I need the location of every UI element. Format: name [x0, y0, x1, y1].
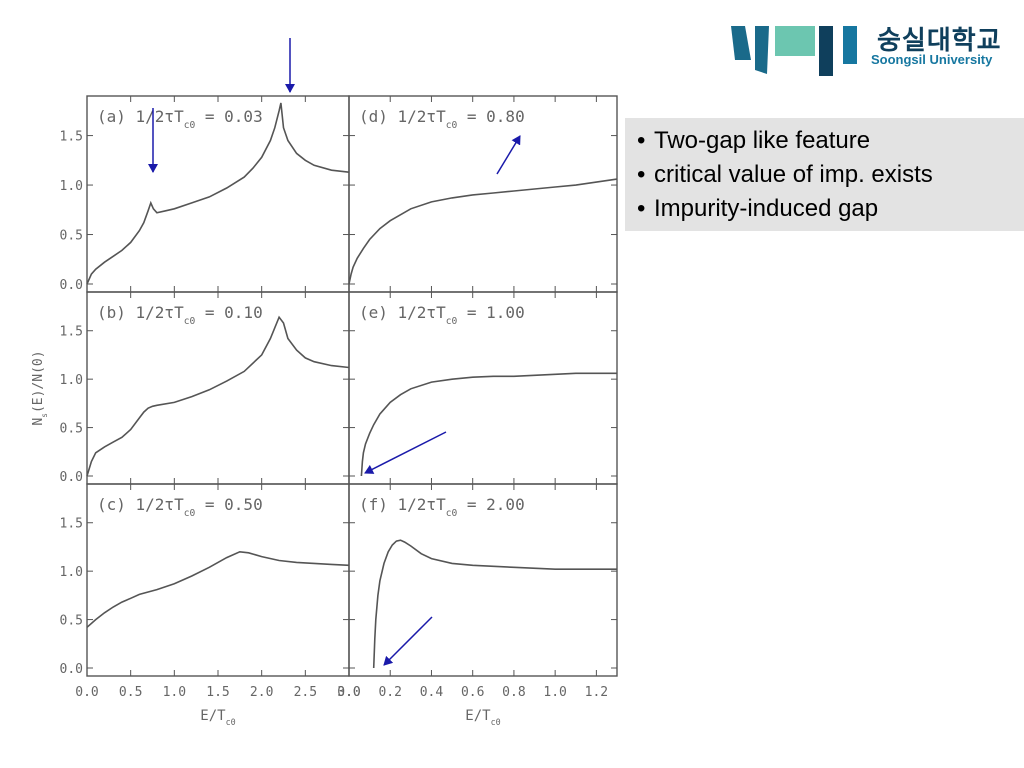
dos-curve-f: [372, 539, 617, 669]
dos-curve-a: [86, 102, 350, 285]
x-tick-label: 0.2: [378, 685, 401, 700]
x-tick-label: 0.8: [502, 685, 525, 700]
annotation-arrow-4: [364, 431, 447, 474]
dos-curve-d: [348, 178, 618, 285]
panel-b: 0.0 0.5 1.0 1.5 (b) 1/2τTc0 = 0.10: [60, 291, 350, 485]
x-tick-label: 3.0: [337, 685, 360, 700]
logo-mark-right: [819, 26, 833, 76]
y-tick-label: 0.5: [60, 229, 83, 244]
annotation-arrow-3: [496, 135, 521, 175]
panel-label-c: (c) 1/2τTc0 = 0.50: [97, 495, 263, 519]
logo-emblem: [731, 26, 857, 76]
dos-curve-b: [86, 315, 350, 477]
y-tick-label: 0.0: [60, 278, 83, 293]
y-tick-label: 0.5: [60, 422, 83, 437]
logo-mark-bar: [843, 26, 857, 64]
dos-curve-e: [360, 372, 617, 477]
x-tick-label: 0.5: [119, 685, 142, 700]
panel-label-b: (b) 1/2τTc0 = 0.10: [97, 303, 263, 327]
panel-label-d: (d) 1/2τTc0 = 0.80: [359, 107, 525, 131]
y-axis-label: Ns(E)/N(0): [31, 350, 49, 425]
bullet-item: • Two-gap like feature: [637, 127, 871, 154]
logo-name-english: Soongsil University: [871, 52, 993, 67]
x-tick-label: 0.4: [420, 685, 444, 700]
panel-e: (e) 1/2τTc0 = 1.00: [348, 291, 618, 485]
panel-label-a: (a) 1/2τTc0 = 0.03: [97, 107, 263, 131]
bullet-item: • Impurity-induced gap: [637, 195, 879, 222]
x-tick-label: 1.2: [585, 685, 608, 700]
bullet-item: • critical value of imp. exists: [637, 161, 933, 188]
y-tick-label: 1.5: [60, 517, 83, 532]
y-tick-label: 1.5: [60, 130, 83, 145]
bullet-text: Impurity-induced gap: [654, 195, 879, 222]
y-tick-label: 1.5: [60, 325, 83, 340]
logo-name-korean: 숭실대학교: [877, 26, 1002, 56]
summary-box: • Two-gap like feature • critical value of…: [625, 118, 1024, 231]
y-tick-label: 1.0: [60, 373, 83, 388]
y-tick-label: 0.0: [60, 470, 83, 485]
x-tick-label: 1.0: [163, 685, 186, 700]
bullet-text: Two-gap like feature: [654, 127, 871, 154]
panel-label-e: (e) 1/2τTc0 = 1.00: [359, 303, 525, 327]
x-tick-label: 2.5: [294, 685, 317, 700]
logo-mark-mint: [775, 26, 815, 56]
y-tick-label: 0.5: [60, 614, 83, 629]
bullet-text: critical value of imp. exists: [654, 161, 933, 188]
panel-a: 0.0 0.5 1.0 1.5 (a) 1/2τTc0 = 0.03: [60, 95, 350, 293]
university-logo: 숭실대학교 Soongsil University: [731, 18, 1011, 80]
x-tick-label: 0.6: [461, 685, 484, 700]
x-tick-label: 2.0: [250, 685, 273, 700]
panel-label-f: (f) 1/2τTc0 = 2.00: [359, 495, 525, 519]
panel-d: (d) 1/2τTc0 = 0.80: [348, 95, 618, 293]
annotation-arrow-5: [383, 616, 433, 666]
logo-mark-mid: [755, 26, 769, 74]
panel-c: 0.0 0.5 1.0 1.5 0.0 0.5 1.0 1.5 2.0 2.5 3.0 (c) 1/2…: [60, 483, 361, 700]
x-tick-label: 1.0: [543, 685, 566, 700]
panel-f: 0.0 0.2 0.4 0.6 0.8 1.0 1.2 (f) 1/2τTc0 = 2.00: [337, 483, 618, 700]
panel-frame: [348, 483, 618, 677]
x-tick-label: 0.0: [337, 685, 360, 700]
dos-figure: 0.0 0.5 1.0 1.5 (a) 1/2τTc0 = 0.03 0.0 0.5 1.0 1…: [31, 38, 618, 727]
x-axis-label-right: E/Tc0: [465, 708, 500, 727]
x-tick-label: 1.5: [206, 685, 229, 700]
dos-curve-c: [86, 550, 350, 628]
x-axis-label-left: E/Tc0: [200, 708, 235, 727]
y-tick-label: 1.0: [60, 179, 83, 194]
x-tick-label: 0.0: [75, 685, 98, 700]
y-tick-label: 1.0: [60, 565, 83, 580]
logo-mark-left: [731, 26, 751, 60]
y-tick-label: 0.0: [60, 662, 83, 677]
